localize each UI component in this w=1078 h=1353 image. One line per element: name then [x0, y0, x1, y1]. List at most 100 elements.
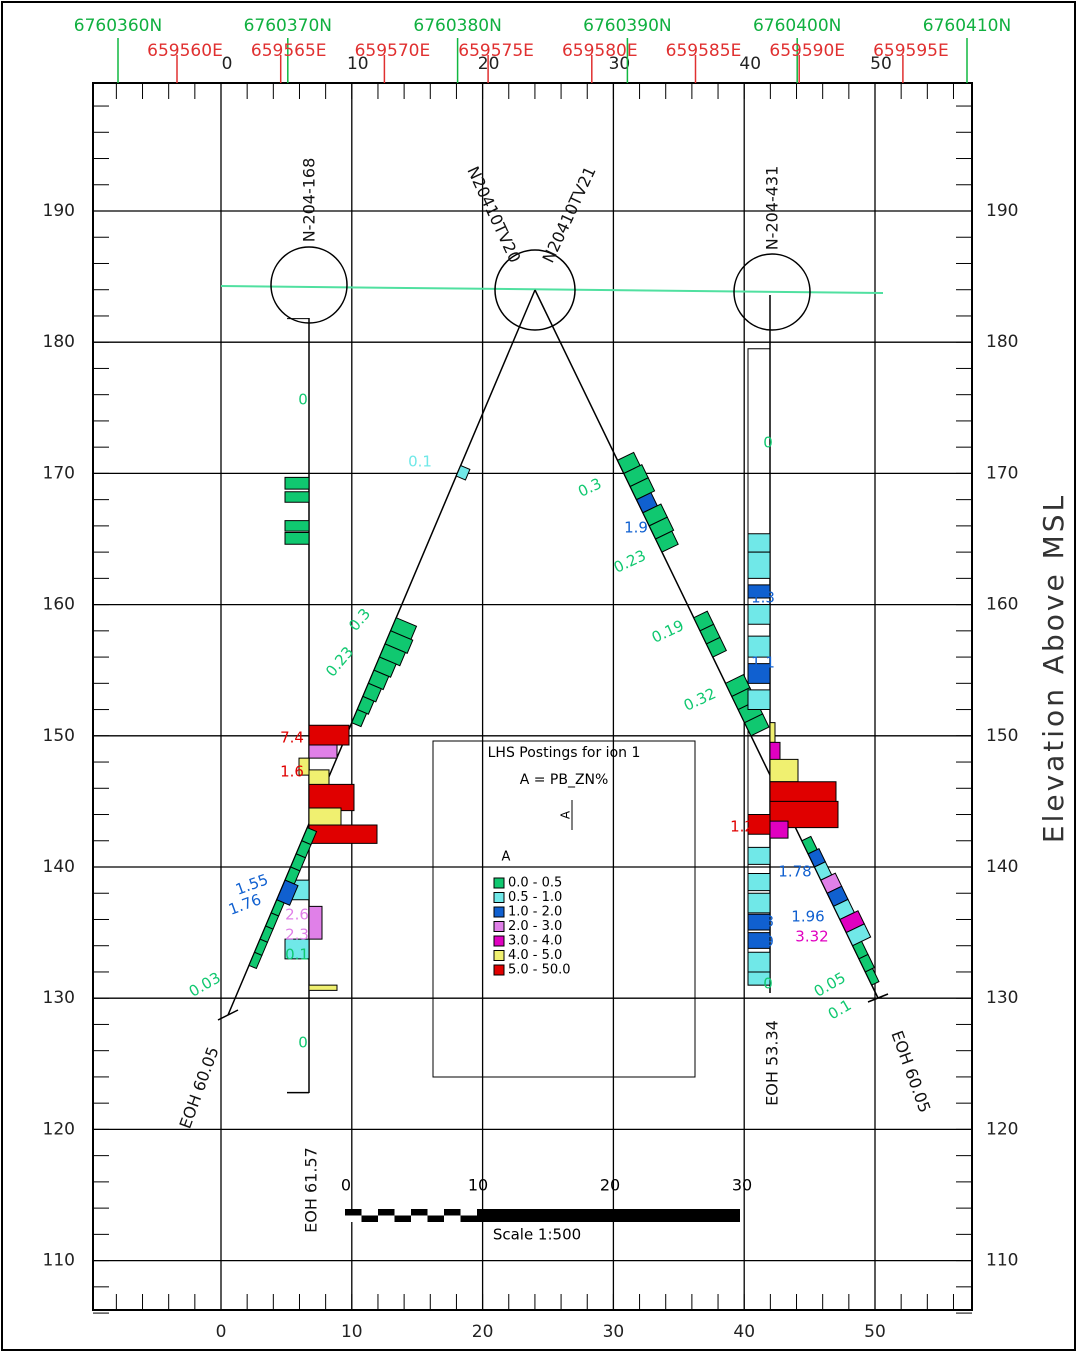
y-label-right: 170: [986, 463, 1018, 483]
section-offset: 10: [347, 54, 369, 74]
x-label: 10: [341, 1322, 363, 1342]
sample-bar: [769, 758, 799, 783]
sample-label: 0.03: [186, 968, 224, 1000]
y-label-left: 160: [43, 595, 75, 615]
sample-bar: [747, 971, 771, 986]
sample-label: 3.32: [795, 928, 828, 946]
x-label: 20: [472, 1322, 494, 1342]
y-label-left: 120: [43, 1119, 75, 1139]
hole-label: EOH 61.57: [302, 1147, 321, 1233]
easting: 659565E: [251, 41, 327, 61]
sample-bar: [378, 643, 407, 667]
legend-swatch: [493, 950, 505, 961]
x-label: 50: [864, 1322, 886, 1342]
section-offset: 0: [222, 54, 233, 74]
sample-label: 1.2: [730, 818, 754, 836]
sample-label: 0.19: [649, 616, 687, 646]
northing: 6760390N: [583, 16, 671, 36]
sample-label: 0.32: [681, 684, 719, 714]
y-axis-title: Elevation Above MSL: [1037, 493, 1070, 843]
sample-bar: [747, 533, 771, 553]
sample-bar: [351, 708, 368, 728]
sample-bar: [747, 604, 771, 625]
y-label-right: 120: [986, 1119, 1018, 1139]
hole-label: EOH 60.05: [175, 1044, 222, 1131]
sample-bar: [308, 783, 355, 812]
collar: [733, 253, 811, 331]
section-offset: 40: [739, 54, 761, 74]
sample-bar: [747, 584, 771, 599]
sample-bar: [743, 713, 770, 737]
legend-label: 0.5 - 1.0: [508, 890, 562, 905]
sample-label: 0.1: [825, 996, 855, 1024]
sample-bar: [284, 491, 310, 503]
hole-label: N-204-431: [763, 166, 782, 251]
easting: 659575E: [458, 41, 534, 61]
sample-bar: [284, 531, 310, 545]
scale-check: [394, 1209, 411, 1216]
sample-bar: [654, 530, 679, 553]
scale-check: [427, 1209, 444, 1216]
y-label-right: 130: [986, 988, 1018, 1008]
scale-check: [444, 1215, 461, 1222]
sample-bar: [648, 516, 675, 540]
sample-label: 0: [763, 434, 773, 452]
sample-bar: [747, 814, 771, 835]
legend-swatch: [493, 935, 505, 947]
y-label-right: 160: [986, 595, 1018, 615]
sample-bar: [308, 769, 330, 787]
sample-label: 0.23: [611, 546, 649, 576]
legend-label: 4.0 - 5.0: [508, 948, 562, 963]
y-label-left: 140: [43, 857, 75, 877]
sample-label: 0.1: [285, 946, 309, 964]
sample-bar: [356, 695, 375, 715]
easting: 659570E: [355, 41, 431, 61]
easting: 659560E: [147, 41, 223, 61]
y-label-right: 180: [986, 332, 1018, 352]
sample-label: 1.9: [624, 519, 648, 537]
sample-bar: [769, 820, 789, 839]
northing: 6760400N: [753, 16, 841, 36]
sample-label: 1.6: [280, 763, 304, 781]
sample-bar: [747, 913, 771, 931]
section-offset: 50: [870, 54, 892, 74]
sample-bar: [284, 938, 310, 960]
plot-frame: [92, 82, 973, 1311]
legend-label: 1.0 - 2.0: [508, 905, 562, 920]
sample-bar: [747, 873, 771, 892]
easting: 659590E: [769, 41, 845, 61]
easting: 659595E: [873, 41, 949, 61]
sample-label: 0.3: [345, 605, 374, 635]
hole-mark: [217, 1009, 239, 1021]
legend-title: LHS Postings for ion 1: [488, 745, 641, 761]
scale-check: [361, 1209, 378, 1216]
hole-label: N20410TV20: [463, 163, 524, 265]
sample-bar: [455, 464, 471, 481]
northing: 6760380N: [413, 16, 501, 36]
scale-tick: 10: [468, 1176, 488, 1195]
scale-check: [411, 1215, 428, 1222]
y-label-right: 140: [986, 857, 1018, 877]
sample-bar: [747, 551, 771, 579]
scale-tick: 30: [732, 1176, 752, 1195]
legend-label: 5.0 - 50.0: [508, 963, 571, 978]
sample-bar: [276, 879, 299, 906]
sample-bar: [864, 967, 880, 986]
hole-label: EOH 60.05: [887, 1028, 934, 1115]
legend-swatch: [493, 892, 505, 903]
sample-label: 1.96: [791, 908, 824, 926]
legend-label: 2.0 - 3.0: [508, 919, 562, 934]
sample-label: 1.78: [778, 863, 811, 881]
northing: 6760370N: [244, 16, 332, 36]
scale-check: [460, 1209, 477, 1216]
hole-mark: [867, 993, 889, 1003]
y-label-left: 170: [43, 463, 75, 483]
sample-label: 1.3: [751, 589, 775, 607]
easting: 659580E: [562, 41, 638, 61]
legend-formula: A = PB_ZN%: [520, 772, 609, 788]
collar: [494, 249, 576, 331]
legend-label: 0.0 - 0.5: [508, 876, 562, 891]
scale-tick: 0: [341, 1176, 351, 1195]
sample-label: 0.05: [811, 968, 849, 1000]
